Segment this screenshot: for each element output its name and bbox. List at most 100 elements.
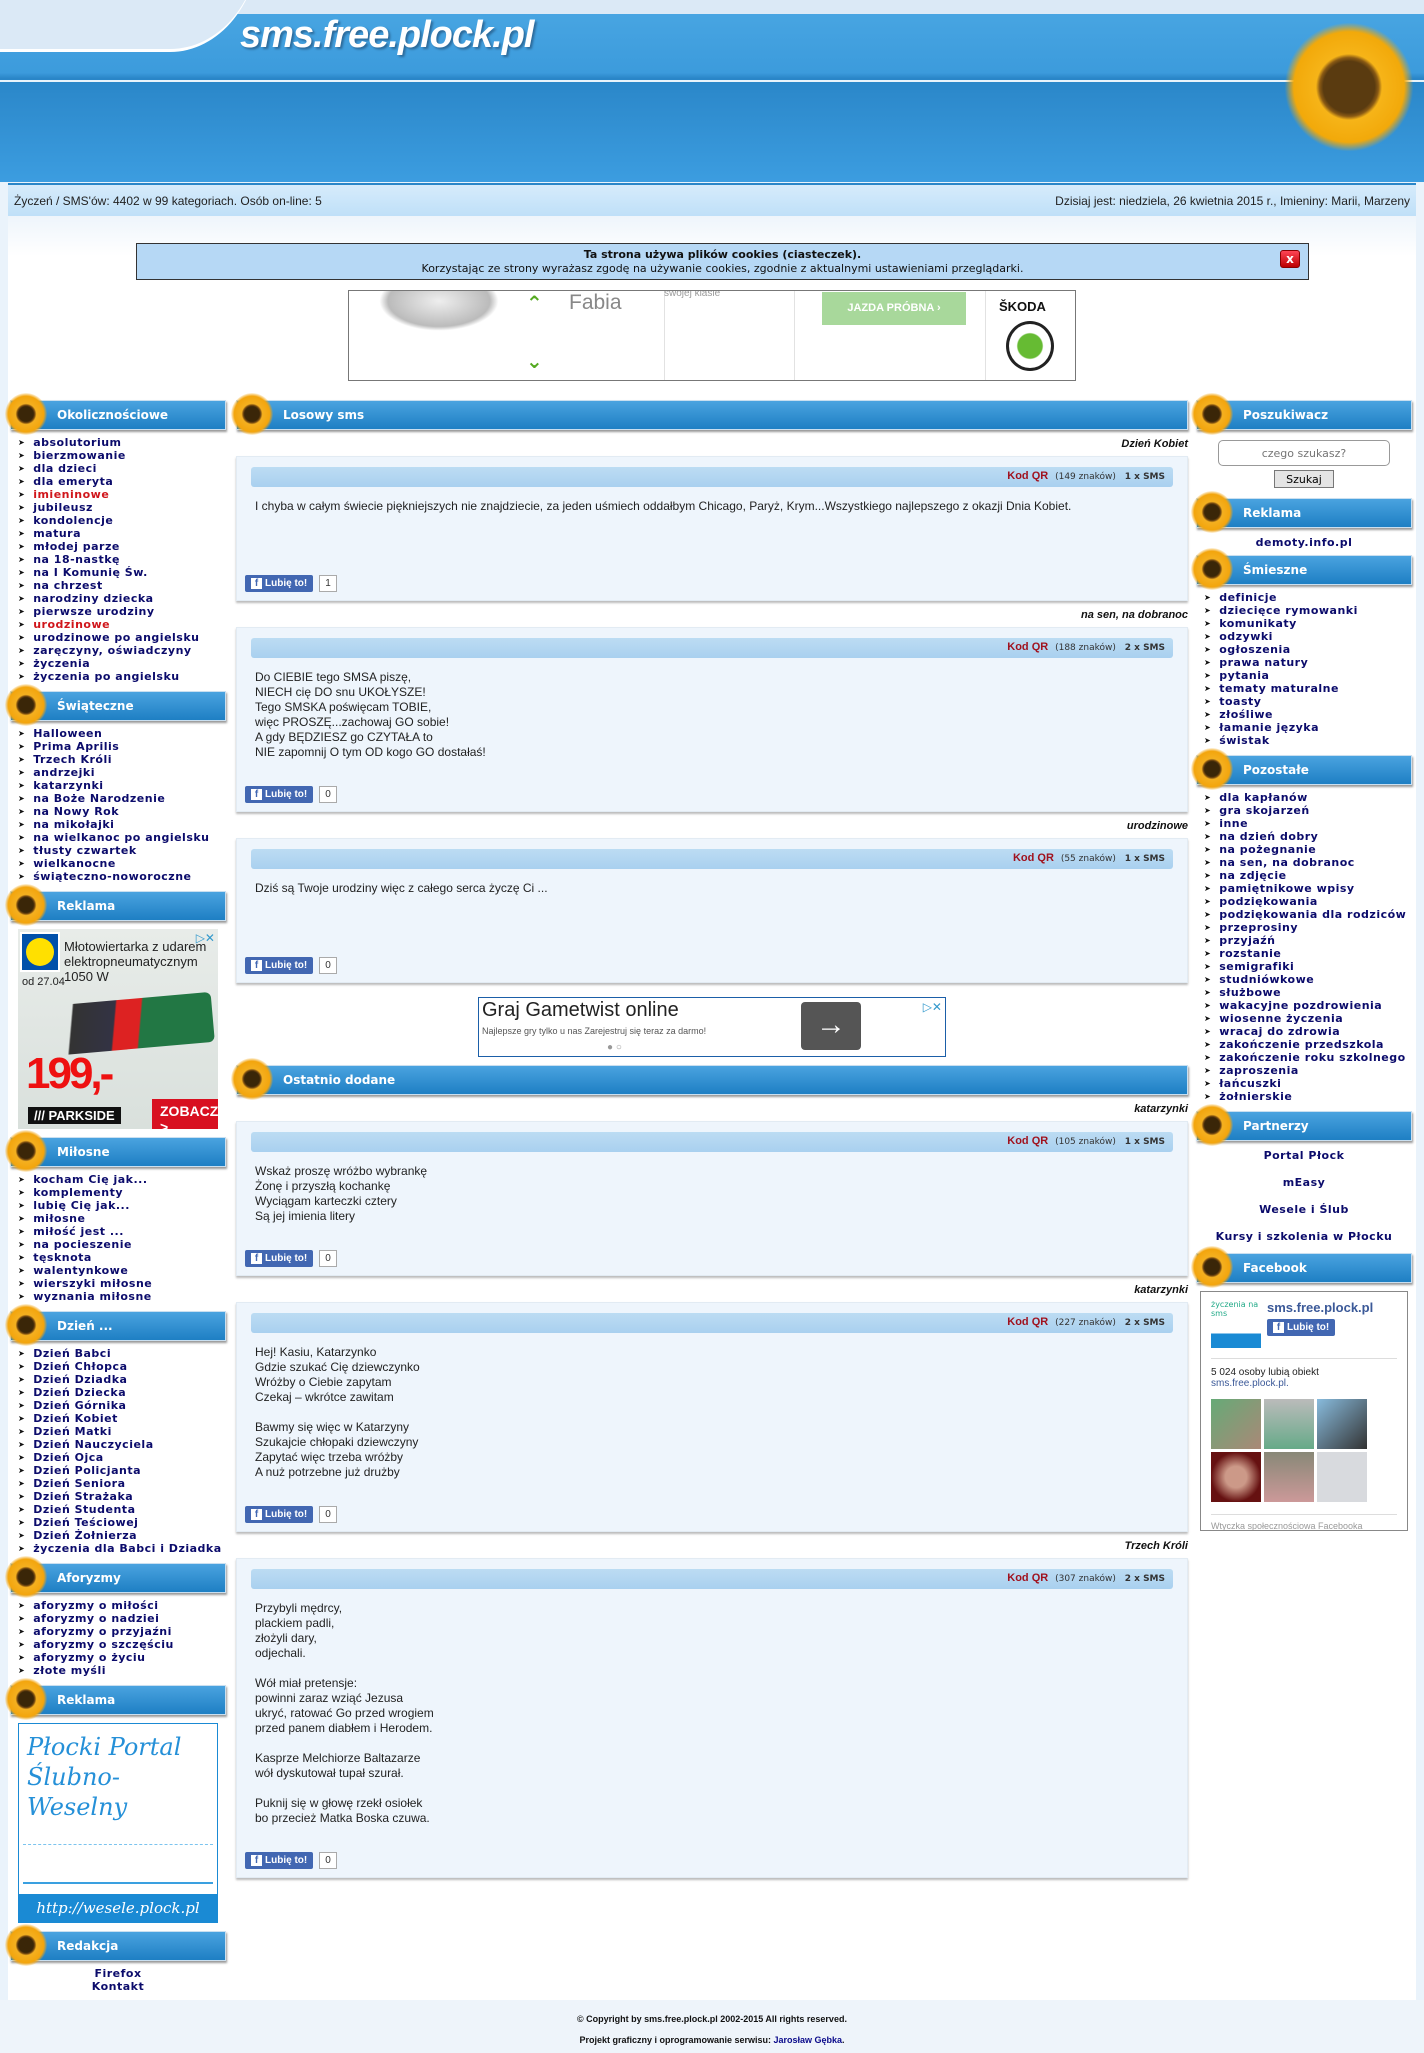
carousel-dots[interactable]: ● ○ xyxy=(607,1042,622,1053)
search-input[interactable] xyxy=(1218,440,1390,466)
category-link[interactable]: świąteczno-noworoczne xyxy=(33,870,192,883)
category-link[interactable]: urodzinowe po angielsku xyxy=(33,631,200,644)
gametwist-ad[interactable]: Graj Gametwist online Najlepsze gry tylk… xyxy=(478,997,946,1057)
category-link[interactable]: Dzień Dziecka xyxy=(33,1386,127,1399)
fb-like-button[interactable]: f Lubię to! xyxy=(245,575,314,592)
fb-like-button[interactable]: f Lubię to! xyxy=(245,957,314,974)
ad-choices-icon[interactable]: ▷✕ xyxy=(195,931,215,945)
ad-choices-icon[interactable]: ▷✕ xyxy=(922,1000,942,1014)
category-link[interactable]: pamiętnikowe wpisy xyxy=(1219,882,1355,895)
category-link[interactable]: prawa natury xyxy=(1219,656,1309,669)
category-link[interactable]: na Nowy Rok xyxy=(33,805,120,818)
category-link[interactable]: rozstanie xyxy=(1219,947,1282,960)
category-link[interactable]: Dzień Seniora xyxy=(33,1477,126,1490)
category-link[interactable]: Dzień Teściowej xyxy=(33,1516,139,1529)
category-link[interactable]: zakończenie przedszkola xyxy=(1219,1038,1384,1051)
category-link[interactable]: łańcuszki xyxy=(1219,1077,1282,1090)
category-link[interactable]: żołnierskie xyxy=(1219,1090,1293,1103)
category-link[interactable]: Dzień Babci xyxy=(33,1347,112,1360)
category-link[interactable]: Dzień Kobiet xyxy=(33,1412,118,1425)
category-link[interactable]: inne xyxy=(1219,817,1249,830)
category-link[interactable]: imieninowe xyxy=(33,488,110,501)
category-link[interactable]: tęsknota xyxy=(33,1251,92,1264)
category-link[interactable]: zakończenie roku szkolnego xyxy=(1219,1051,1406,1064)
chevron-down-icon[interactable]: ⌄ xyxy=(526,349,543,373)
fb-plugin-label[interactable]: Wtyczka społecznościowa Facebooka xyxy=(1211,1514,1397,1530)
category-link[interactable]: odzywki xyxy=(1219,630,1273,643)
category-link[interactable]: komplementy xyxy=(33,1186,124,1199)
category-link[interactable]: życzenia xyxy=(33,657,91,670)
category-link[interactable]: świstak xyxy=(1219,734,1270,747)
category-link[interactable]: absolutorium xyxy=(33,436,122,449)
qr-code-link[interactable]: Kod QR xyxy=(1007,1316,1049,1328)
qr-code-link[interactable]: Kod QR xyxy=(1012,852,1054,864)
category-link[interactable]: aforyzmy o życiu xyxy=(33,1651,146,1664)
category-link[interactable]: matura xyxy=(33,527,82,540)
category-link[interactable]: Trzech Króli xyxy=(33,753,113,766)
category-link[interactable]: tematy maturalne xyxy=(1219,682,1339,695)
category-link[interactable]: podziękowania xyxy=(1219,895,1318,908)
category-link[interactable]: aforyzmy o przyjaźni xyxy=(33,1625,172,1638)
category-link[interactable]: na pożegnanie xyxy=(1219,843,1317,856)
qr-code-link[interactable]: Kod QR xyxy=(1007,470,1049,482)
partner-link[interactable]: Portal Płock xyxy=(1263,1149,1345,1162)
category-link[interactable]: Dzień Matki xyxy=(33,1425,112,1438)
fb-page-name[interactable]: sms.free.plock.pl xyxy=(1267,1300,1374,1315)
test-drive-button[interactable]: JAZDA PRÓBNA › xyxy=(822,292,966,325)
category-link[interactable]: lubię Cię jak... xyxy=(33,1199,130,1212)
category-link[interactable]: życzenia po angielsku xyxy=(33,670,180,683)
category-link[interactable]: tłusty czwartek xyxy=(33,844,137,857)
site-title[interactable]: sms.free.plock.pl xyxy=(240,14,534,56)
sms-category[interactable]: urodzinowe xyxy=(1126,820,1188,832)
category-link[interactable]: służbowe xyxy=(1219,986,1282,999)
fb-like-button[interactable]: f Lubię to! xyxy=(245,1852,314,1869)
category-link[interactable]: zaproszenia xyxy=(1219,1064,1299,1077)
category-link[interactable]: miłość jest ... xyxy=(33,1225,124,1238)
category-link[interactable]: wakacyjne pozdrowienia xyxy=(1219,999,1383,1012)
category-link[interactable]: zaręczyny, oświadczyny xyxy=(33,644,192,657)
fb-like-button[interactable]: f Lubię to! xyxy=(245,786,314,803)
sms-category[interactable]: katarzynki xyxy=(1134,1103,1188,1115)
category-link[interactable]: aforyzmy o miłości xyxy=(33,1599,159,1612)
category-link[interactable]: Dzień Ojca xyxy=(33,1451,104,1464)
category-link[interactable]: Dzień Policjanta xyxy=(33,1464,142,1477)
category-link[interactable]: narodziny dziecka xyxy=(33,592,154,605)
avatar[interactable] xyxy=(1211,1452,1261,1502)
category-link[interactable]: dla emeryta xyxy=(33,475,114,488)
wesele-banner[interactable]: Płocki Portal Ślubno-Weselny http://wese… xyxy=(18,1723,218,1923)
qr-code-link[interactable]: Kod QR xyxy=(1007,1135,1049,1147)
category-link[interactable]: Dzień Chłopca xyxy=(33,1360,128,1373)
category-link[interactable]: na zdjęcie xyxy=(1219,869,1287,882)
category-link[interactable]: młodej parze xyxy=(33,540,120,553)
category-link[interactable]: ogłoszenia xyxy=(1219,643,1291,656)
category-link[interactable]: dla dzieci xyxy=(33,462,97,475)
avatar[interactable] xyxy=(1211,1399,1261,1449)
category-link[interactable]: aforyzmy o nadziei xyxy=(33,1612,160,1625)
avatar[interactable] xyxy=(1264,1452,1314,1502)
category-link[interactable]: bierzmowanie xyxy=(33,449,126,462)
category-link[interactable]: Dzień Nauczyciela xyxy=(33,1438,154,1451)
category-link[interactable]: na chrzest xyxy=(33,579,103,592)
category-link[interactable]: semigrafiki xyxy=(1219,960,1295,973)
category-link[interactable]: życzenia dla Babci i Dziadka xyxy=(33,1542,222,1555)
search-button[interactable]: Szukaj xyxy=(1274,470,1334,488)
close-icon[interactable]: x xyxy=(1280,250,1300,268)
category-link[interactable]: kocham Cię jak... xyxy=(33,1173,148,1186)
category-link[interactable]: na sen, na dobranoc xyxy=(1219,856,1355,869)
category-link[interactable]: Dzień Studenta xyxy=(33,1503,136,1516)
author-link[interactable]: Jarosław Gębka xyxy=(773,2035,843,2045)
category-link[interactable]: pierwsze urodziny xyxy=(33,605,155,618)
category-link[interactable]: urodzinowe xyxy=(33,618,111,631)
category-link[interactable]: jubileusz xyxy=(33,501,93,514)
sms-category[interactable]: katarzynki xyxy=(1134,1284,1188,1296)
category-link[interactable]: podziękowania dla rodziców xyxy=(1219,908,1407,921)
category-link[interactable]: Prima Aprilis xyxy=(33,740,120,753)
category-link[interactable]: Dzień Górnika xyxy=(33,1399,127,1412)
category-link[interactable]: złośliwe xyxy=(1219,708,1273,721)
category-link[interactable]: przyjaźń xyxy=(1219,934,1276,947)
contact-link[interactable]: Kontakt xyxy=(91,1980,145,1993)
category-link[interactable]: kondolencje xyxy=(33,514,114,527)
arrow-right-icon[interactable]: → xyxy=(801,1002,861,1050)
lidl-ad[interactable]: Młotowiertarka z udarem elektropneumatyc… xyxy=(18,929,218,1129)
category-link[interactable]: wyznania miłosne xyxy=(33,1290,152,1303)
